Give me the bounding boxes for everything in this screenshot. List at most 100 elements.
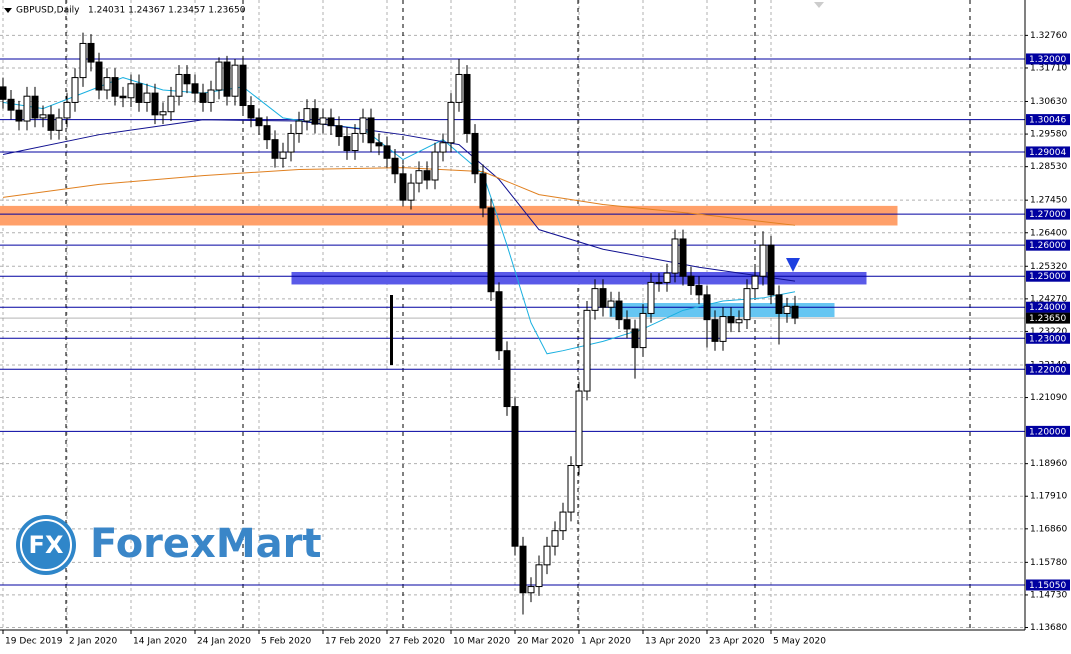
candle-body <box>351 132 359 152</box>
level-label: 1.23000 <box>1029 334 1066 344</box>
candle-body <box>599 288 607 308</box>
last-price-label: 1.23650 <box>1029 314 1066 324</box>
candle-body <box>639 312 647 349</box>
candle-body <box>687 275 695 287</box>
candle-body <box>199 92 207 103</box>
y-tick-label: 1.21090 <box>1030 393 1067 403</box>
x-tick-label: 10 Mar 2020 <box>453 637 510 647</box>
axes: 1.32760 1.31710 1.30630 1.29580 1.28530 1.274… <box>2 31 1070 647</box>
candle-body <box>623 319 631 330</box>
candle-body <box>71 77 79 103</box>
level-label-bg <box>1026 363 1070 375</box>
candle-body <box>559 511 567 532</box>
candle-body <box>727 316 735 324</box>
candle-body <box>551 530 559 547</box>
candle-body <box>271 139 279 159</box>
candle-body <box>447 101 455 144</box>
y-tick-label: 1.14730 <box>1030 590 1067 600</box>
x-tick-label: 1 Apr 2020 <box>581 637 631 647</box>
candle-body <box>567 465 575 513</box>
candle-body <box>207 89 215 103</box>
level-label-bg <box>1026 146 1070 158</box>
candle-body <box>191 83 199 94</box>
candle-body <box>383 145 391 159</box>
x-tick-label: 17 Feb 2020 <box>325 637 381 647</box>
candle-body <box>471 132 479 175</box>
logo-badge <box>16 515 76 575</box>
y-tick-label: 1.18960 <box>1030 459 1067 469</box>
candle-body <box>215 61 223 91</box>
candle-body <box>671 238 679 274</box>
candle-body <box>615 300 623 321</box>
candle-body <box>399 173 407 201</box>
candle-body <box>15 109 23 122</box>
down-arrow <box>786 258 800 272</box>
x-tick-label: 19 Dec 2019 <box>5 637 63 647</box>
level-label: 1.15050 <box>1029 581 1066 591</box>
candle-body <box>775 294 783 314</box>
candle-body <box>695 285 703 296</box>
candle-body <box>143 92 151 103</box>
candle-body <box>111 77 119 97</box>
candle-body <box>255 117 263 127</box>
candle-body <box>767 244 775 296</box>
candle-body <box>135 83 143 103</box>
candle-body <box>751 275 759 290</box>
moving-average <box>2 119 796 282</box>
candle-body <box>391 157 399 175</box>
candle-body <box>439 142 447 153</box>
candle-body <box>55 117 63 131</box>
candle-body <box>23 95 31 122</box>
level-label: 1.30046 <box>1029 116 1066 126</box>
x-tick-label: 5 May 2020 <box>773 637 826 647</box>
y-tick-label: 1.29580 <box>1030 130 1067 140</box>
candle-body <box>47 114 55 131</box>
candle-body <box>295 120 303 134</box>
x-tick-label: 14 Jan 2020 <box>133 637 187 647</box>
candle-body <box>0 86 7 100</box>
y-tick-label: 1.32760 <box>1030 31 1067 41</box>
y-tick-label: 1.31710 <box>1030 63 1067 73</box>
logo-name: ForexMart <box>90 521 321 567</box>
level-label-bg <box>1026 425 1070 437</box>
moving-average <box>2 167 796 226</box>
shift-marker <box>814 2 824 8</box>
zone <box>291 271 867 285</box>
drawn-bar <box>390 295 393 365</box>
candles <box>0 32 799 615</box>
x-tick-label: 24 Jan 2020 <box>197 637 251 647</box>
candle-body <box>607 300 615 308</box>
y-tick-label: 1.25320 <box>1030 262 1067 272</box>
zone <box>0 205 898 226</box>
last-price-bg <box>1026 312 1070 324</box>
level-label: 1.26000 <box>1029 241 1066 251</box>
x-tick-label: 23 Apr 2020 <box>709 637 765 647</box>
candle-body <box>103 77 111 91</box>
candle-body <box>655 281 663 284</box>
x-tick-label: 13 Apr 2020 <box>645 637 701 647</box>
x-tick-label: 20 Mar 2020 <box>517 637 574 647</box>
candle-body <box>719 316 727 342</box>
y-tick-label: 1.23220 <box>1030 327 1067 337</box>
candle-body <box>783 305 791 314</box>
candle-body <box>39 114 47 119</box>
level-label-bg <box>1026 239 1070 251</box>
level-label: 1.25000 <box>1029 272 1066 282</box>
y-tick-label: 1.27450 <box>1030 196 1067 206</box>
candle-body <box>527 586 535 594</box>
y-tick-label: 1.13680 <box>1030 623 1067 633</box>
candle-body <box>343 136 351 152</box>
quote: 1.24031 1.24367 1.23457 1.23650 <box>88 6 246 16</box>
y-tick-label: 1.16860 <box>1030 524 1067 534</box>
level-label: 1.27000 <box>1029 210 1066 220</box>
level-label-bg <box>1026 114 1070 126</box>
candle-body <box>407 182 415 201</box>
logo-ring <box>20 519 72 571</box>
level-label: 1.22000 <box>1029 365 1066 375</box>
candle-body <box>167 95 175 113</box>
candle-body <box>239 64 247 107</box>
candle-body <box>487 207 495 293</box>
y-tick-label: 1.30630 <box>1030 97 1067 107</box>
